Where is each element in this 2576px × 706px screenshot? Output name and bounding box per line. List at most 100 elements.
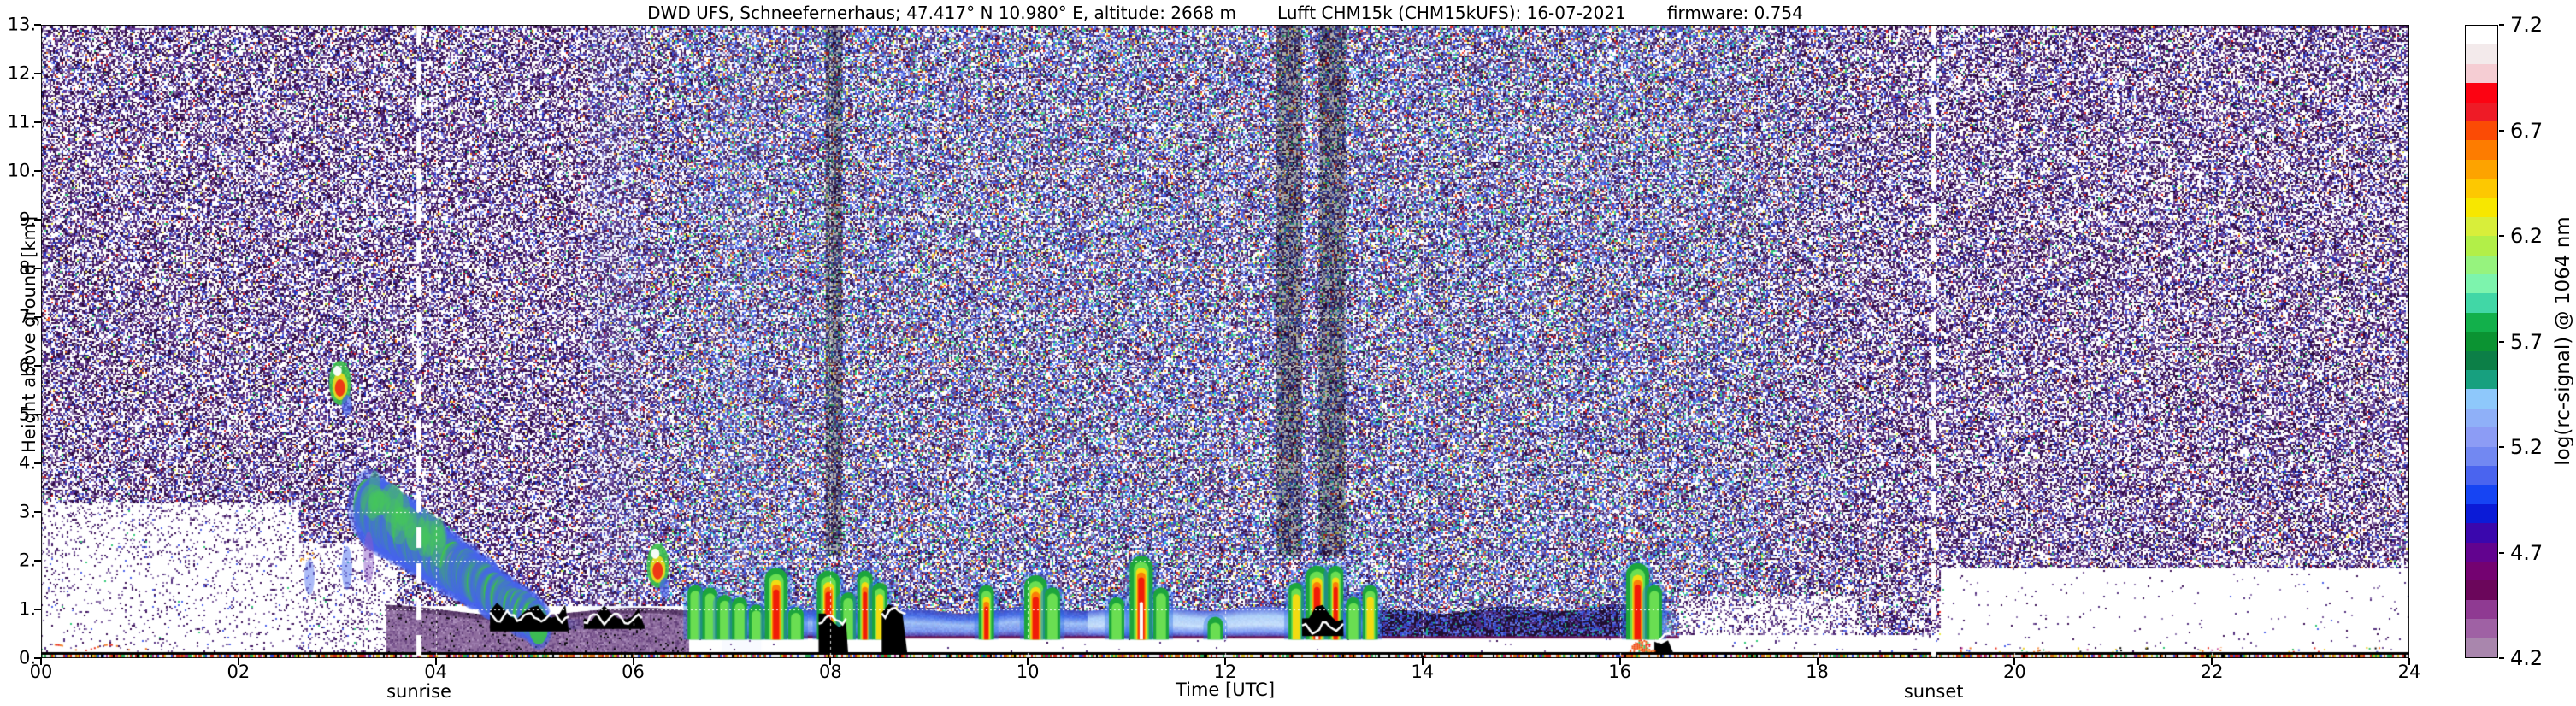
- y-tick-mark: [34, 609, 41, 610]
- x-tick-mark: [2408, 658, 2410, 665]
- x-axis-label: Time [UTC]: [1175, 680, 1276, 700]
- colorbar-segment: [2466, 389, 2497, 409]
- colorbar-segment: [2466, 599, 2497, 620]
- y-tick-label: 11.: [7, 111, 36, 132]
- colorbar-tick-mark: [2499, 129, 2504, 132]
- y-tick-mark: [34, 511, 41, 513]
- chart-title-station: DWD UFS, Schneefernerhaus; 47.417° N 10.…: [647, 3, 1237, 23]
- y-tick-label: 3.: [18, 501, 36, 522]
- y-tick-mark: [34, 219, 41, 221]
- x-tick-label: 12: [1213, 662, 1237, 682]
- y-tick-label: 10.: [7, 160, 36, 181]
- colorbar-tick-label: 4.2: [2510, 646, 2544, 670]
- colorbar-segment: [2466, 140, 2497, 160]
- colorbar-tick-label: 4.7: [2510, 540, 2544, 565]
- colorbar-segment: [2466, 44, 2497, 64]
- x-tick-label: 00: [29, 662, 53, 682]
- y-tick-mark: [34, 73, 41, 74]
- colorbar-segment: [2466, 255, 2497, 275]
- x-tick-mark: [237, 658, 239, 665]
- y-tick-mark: [34, 462, 41, 464]
- y-tick-label: 4.: [18, 452, 36, 474]
- chart-title-instrument: Lufft CHM15k (CHM15kUFS): 16-07-2021: [1277, 3, 1626, 23]
- colorbar-segment: [2466, 485, 2497, 504]
- x-tick-label: 22: [2200, 662, 2224, 682]
- y-tick-mark: [34, 560, 41, 562]
- x-tick-mark: [2211, 658, 2213, 665]
- x-tick-mark: [434, 658, 437, 665]
- colorbar-segment: [2466, 332, 2497, 351]
- y-tick-mark: [34, 316, 41, 318]
- x-tick-mark: [40, 658, 42, 665]
- x-tick-label: 08: [818, 662, 842, 682]
- y-tick-label: 5.: [18, 403, 36, 425]
- x-tick-mark: [1816, 658, 1819, 665]
- sunset-label: sunset: [1903, 681, 1964, 702]
- colorbar-segment: [2466, 197, 2497, 217]
- colorbar-tick-label: 6.7: [2510, 118, 2544, 143]
- colorbar-segment: [2466, 619, 2497, 638]
- y-tick-label: 0.: [18, 647, 36, 668]
- colorbar-segment: [2466, 236, 2497, 256]
- colorbar-tick-mark: [2499, 446, 2504, 448]
- colorbar-segment: [2466, 179, 2497, 198]
- colorbar-segment: [2466, 159, 2497, 179]
- colorbar-segment: [2466, 102, 2497, 121]
- colorbar-tick-label: 5.7: [2510, 329, 2544, 354]
- colorbar-label: log(rc-signal) @ 1064 nm: [2552, 216, 2574, 466]
- colorbar-segment: [2466, 427, 2497, 447]
- colorbar-tick-mark: [2499, 24, 2504, 26]
- colorbar-segment: [2466, 293, 2497, 313]
- y-tick-label: 12.: [7, 62, 36, 84]
- colorbar-segment: [2466, 465, 2497, 485]
- y-tick-mark: [34, 414, 41, 415]
- chart-title: DWD UFS, Schneefernerhaus; 47.417° N 10.…: [41, 3, 2409, 23]
- sunrise-label: sunrise: [386, 681, 451, 702]
- colorbar-tick-label: 6.2: [2510, 224, 2544, 248]
- colorbar-segment: [2466, 561, 2497, 581]
- colorbar-segment: [2466, 523, 2497, 543]
- x-tick-label: 18: [1806, 662, 1829, 682]
- x-tick-label: 14: [1411, 662, 1435, 682]
- x-tick-label: 10: [1016, 662, 1040, 682]
- y-tick-mark: [34, 268, 41, 269]
- colorbar-tick-mark: [2499, 551, 2504, 554]
- y-tick-label: 7.: [18, 306, 36, 327]
- x-tick-mark: [1421, 658, 1424, 665]
- colorbar-segment: [2466, 580, 2497, 600]
- x-tick-label: 16: [1608, 662, 1632, 682]
- colorbar-tick-mark: [2499, 340, 2504, 343]
- x-tick-label: 02: [227, 662, 251, 682]
- colorbar: [2465, 25, 2498, 658]
- x-tick-label: 20: [2002, 662, 2026, 682]
- heatmap-canvas: [41, 25, 2409, 658]
- colorbar-tick-mark: [2499, 657, 2504, 659]
- colorbar-segment: [2466, 408, 2497, 428]
- x-tick-label: 24: [2397, 662, 2421, 682]
- x-tick-mark: [1618, 658, 1621, 665]
- y-tick-mark: [34, 121, 41, 123]
- colorbar-segment: [2466, 542, 2497, 562]
- y-tick-label: 2.: [18, 550, 36, 571]
- colorbar-segment: [2466, 121, 2497, 141]
- colorbar-segment: [2466, 216, 2497, 237]
- colorbar-segment: [2466, 26, 2497, 45]
- colorbar-segment: [2466, 638, 2497, 657]
- x-tick-mark: [1027, 658, 1029, 665]
- y-tick-mark: [34, 365, 41, 367]
- y-tick-label: 9.: [18, 209, 36, 230]
- x-tick-label: 04: [424, 662, 448, 682]
- x-tick-mark: [829, 658, 832, 665]
- x-tick-label: 06: [622, 662, 645, 682]
- colorbar-segment: [2466, 83, 2497, 103]
- y-tick-label: 6.: [18, 355, 36, 376]
- y-tick-label: 13.: [7, 14, 36, 35]
- colorbar-tick-label: 7.2: [2510, 13, 2544, 37]
- colorbar-segment: [2466, 503, 2497, 524]
- colorbar-segment: [2466, 274, 2497, 294]
- colorbar-segment: [2466, 312, 2497, 332]
- chart-title-firmware: firmware: 0.754: [1666, 3, 1803, 23]
- colorbar-tick-label: 5.2: [2510, 435, 2544, 459]
- colorbar-segment: [2466, 350, 2497, 371]
